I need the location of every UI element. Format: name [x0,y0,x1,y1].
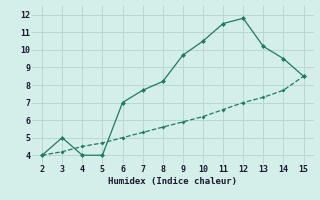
X-axis label: Humidex (Indice chaleur): Humidex (Indice chaleur) [108,177,237,186]
